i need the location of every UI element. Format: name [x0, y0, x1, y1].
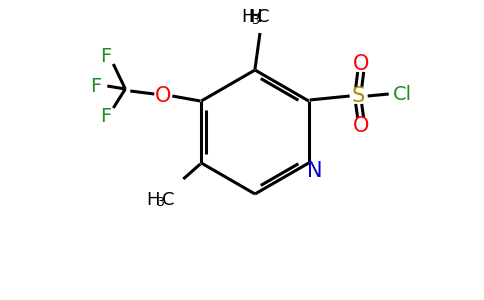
- Text: H: H: [147, 191, 160, 209]
- Text: H: H: [248, 8, 262, 26]
- Text: O: O: [155, 86, 171, 106]
- Text: O: O: [352, 116, 369, 136]
- Text: 3: 3: [156, 196, 164, 209]
- Text: H: H: [241, 8, 255, 26]
- Text: C: C: [162, 191, 175, 209]
- Text: F: F: [90, 76, 101, 95]
- Text: 3: 3: [251, 14, 259, 26]
- Text: Cl: Cl: [393, 85, 412, 104]
- Text: S: S: [352, 86, 365, 106]
- Text: H: H: [248, 8, 262, 26]
- Text: F: F: [100, 106, 111, 125]
- Text: F: F: [100, 46, 111, 65]
- Text: C: C: [257, 8, 269, 26]
- Text: N: N: [307, 161, 322, 181]
- Text: O: O: [352, 54, 369, 74]
